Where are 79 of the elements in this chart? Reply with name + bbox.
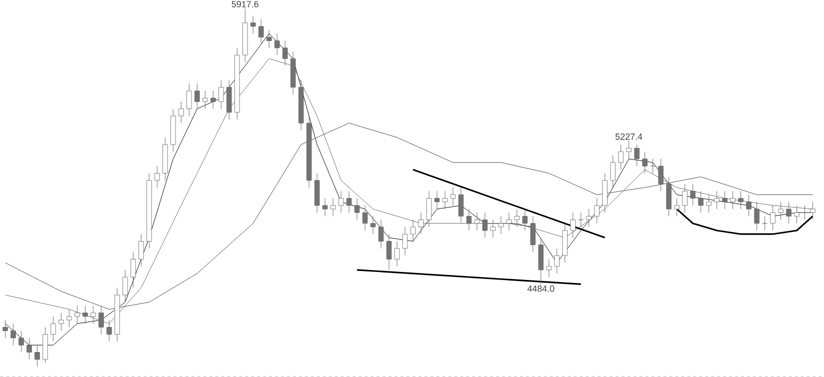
- annotation: 5227.4: [616, 134, 642, 140]
- candlestick: [274, 33, 280, 56]
- candlestick: [770, 205, 776, 231]
- candlestick: [362, 205, 368, 231]
- candlestick: [394, 241, 400, 267]
- annotation: 5917.6: [232, 1, 258, 8]
- candlestick: [650, 158, 656, 174]
- candlestick: [642, 152, 648, 174]
- candlestick: [514, 208, 520, 228]
- candlestick: [10, 323, 16, 346]
- candlestick: [738, 190, 744, 210]
- annotation: 4484.0: [527, 286, 554, 292]
- candlestick: [450, 187, 456, 206]
- candlestick: [458, 187, 464, 224]
- candlestick: [210, 90, 216, 110]
- candlestick: [250, 16, 256, 34]
- candlestick: [418, 212, 424, 234]
- candlestick: [474, 212, 480, 231]
- candlestick: [754, 202, 760, 231]
- candlestick: [402, 226, 408, 256]
- candlestick: [26, 338, 32, 360]
- candlestick: [786, 202, 792, 224]
- candlestick: [338, 190, 344, 213]
- candlestick: [34, 344, 40, 367]
- candlestick: [2, 320, 8, 338]
- candlestick: [554, 248, 560, 274]
- candlestick: [370, 216, 376, 234]
- candlestick: [586, 208, 592, 228]
- candlestick: [722, 190, 728, 210]
- candlestick: [506, 212, 512, 231]
- candlestick: [482, 212, 488, 238]
- candlestick: [58, 312, 64, 332]
- candlestick: [682, 184, 688, 213]
- candlestick: [490, 220, 496, 238]
- candlestick: [266, 30, 272, 48]
- candlestick: [50, 316, 56, 342]
- candlestick: [674, 198, 680, 217]
- candlestick: [626, 140, 632, 160]
- candlestick: [778, 202, 784, 220]
- candlestick: [730, 190, 736, 210]
- candlestick: [186, 84, 192, 116]
- candlestick: [410, 220, 416, 242]
- candlestick: [698, 190, 704, 213]
- candlestick: [434, 190, 440, 210]
- candlestick: [322, 198, 328, 217]
- candlestick: [658, 158, 664, 192]
- candlestick: [122, 270, 128, 302]
- candlestick: [522, 208, 528, 231]
- candlestick: [354, 198, 360, 220]
- candlestick: [426, 190, 432, 228]
- candlestick: [746, 194, 752, 217]
- candlestick: [618, 144, 624, 170]
- candlestick: [610, 155, 616, 188]
- candlestick: [466, 208, 472, 231]
- candlestick: [130, 252, 136, 288]
- candlestick: [498, 216, 504, 234]
- candlestick: [346, 190, 352, 213]
- candlestick: [378, 220, 384, 249]
- candlestick: [578, 212, 584, 228]
- candlestick: [442, 190, 448, 210]
- candlestick: [690, 184, 696, 206]
- candlestick: [794, 205, 800, 224]
- candlestick: [154, 166, 160, 188]
- candlestick: [194, 84, 200, 110]
- candlestick: [706, 194, 712, 213]
- candlestick: [530, 216, 536, 252]
- candlestick: [634, 144, 640, 166]
- candlestick: [714, 190, 720, 210]
- candlestick: [386, 234, 392, 270]
- candlestick: [594, 198, 600, 224]
- candlestick: [218, 80, 224, 110]
- candlestick: [202, 90, 208, 110]
- candlestick: [18, 330, 24, 353]
- candlestick: [178, 101, 184, 124]
- candlestick: [258, 19, 264, 45]
- candlestick: [570, 212, 576, 238]
- candlestick: [546, 259, 552, 278]
- candlestick: [330, 198, 336, 217]
- candlestick: [138, 234, 144, 267]
